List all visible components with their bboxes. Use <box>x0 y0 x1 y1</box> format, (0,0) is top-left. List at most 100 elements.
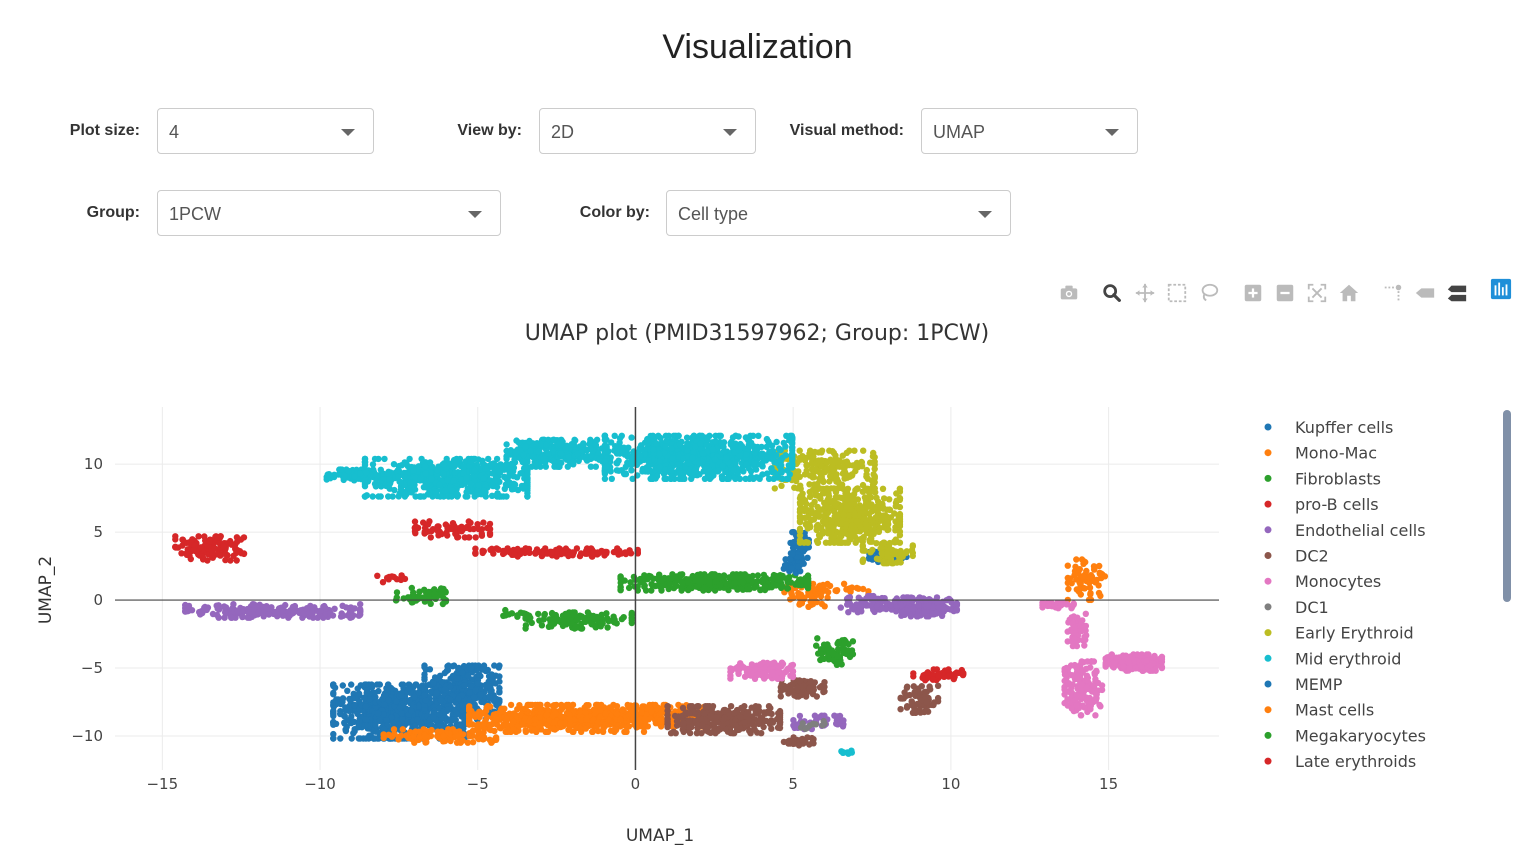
plot-size-select[interactable]: 4 <box>157 108 374 154</box>
data-point <box>790 538 797 546</box>
data-point <box>445 662 452 669</box>
data-point <box>398 692 405 699</box>
data-point <box>380 731 387 738</box>
data-point <box>808 502 815 509</box>
data-point <box>1064 574 1072 582</box>
data-point <box>330 721 337 728</box>
data-point <box>544 550 551 557</box>
data-point <box>466 689 473 696</box>
data-point <box>1088 658 1096 665</box>
data-point <box>639 577 647 584</box>
zoom-out-icon[interactable] <box>1272 280 1298 306</box>
data-point <box>374 710 382 717</box>
data-point <box>679 580 686 587</box>
data-point <box>625 723 633 730</box>
data-point <box>776 707 784 715</box>
data-point <box>308 609 315 617</box>
data-point <box>1068 580 1075 587</box>
visual-method-select[interactable]: UMAP <box>921 108 1138 154</box>
data-point <box>412 728 419 735</box>
data-point <box>680 728 687 736</box>
data-point <box>493 695 500 703</box>
data-point <box>351 728 358 735</box>
hover-compare-icon[interactable] <box>1444 280 1470 306</box>
data-point <box>438 678 445 686</box>
data-point <box>789 551 796 558</box>
data-point <box>1064 696 1071 703</box>
data-point <box>343 704 350 712</box>
data-point <box>396 704 404 712</box>
data-point <box>897 695 904 702</box>
data-point <box>960 669 967 677</box>
data-point <box>431 591 438 598</box>
spike-lines-icon[interactable] <box>1380 280 1406 306</box>
data-point <box>1125 659 1132 666</box>
data-point <box>870 504 878 512</box>
data-point <box>514 545 521 553</box>
data-point <box>495 546 502 553</box>
pan-icon[interactable] <box>1132 280 1158 306</box>
color-by-label: Color by: <box>579 204 650 221</box>
zoom-in-icon[interactable] <box>1240 280 1266 306</box>
data-point <box>290 608 298 616</box>
data-point <box>1069 642 1077 650</box>
data-point <box>563 611 570 619</box>
box-select-icon[interactable] <box>1164 280 1190 306</box>
data-point <box>873 494 880 501</box>
data-point <box>613 703 621 710</box>
data-point <box>1149 667 1156 674</box>
view-by-select[interactable]: 2D <box>539 108 756 154</box>
data-point <box>797 578 804 585</box>
data-point <box>1090 563 1098 570</box>
data-point <box>879 485 887 492</box>
data-point <box>680 720 687 727</box>
camera-icon[interactable] <box>1056 280 1082 306</box>
data-point <box>1073 692 1080 699</box>
color-by-select[interactable]: Cell type <box>666 190 1011 236</box>
data-point <box>605 617 612 625</box>
data-point <box>406 697 413 704</box>
plotly-logo-icon[interactable] <box>1488 276 1514 302</box>
data-point <box>862 496 869 503</box>
data-point <box>542 728 549 735</box>
data-point <box>330 735 337 742</box>
data-point <box>796 527 804 535</box>
zoom-icon[interactable] <box>1099 280 1125 306</box>
data-point <box>1158 655 1166 663</box>
data-point <box>818 525 825 532</box>
data-point <box>798 691 805 699</box>
data-point <box>391 730 398 738</box>
data-point <box>717 581 724 588</box>
data-point <box>820 655 828 663</box>
data-point <box>950 675 957 683</box>
data-point <box>801 497 809 504</box>
data-point <box>198 553 206 560</box>
plot-size-label: Plot size: <box>69 122 140 139</box>
data-point <box>1068 684 1075 691</box>
data-point <box>1063 601 1070 608</box>
data-point <box>537 705 544 712</box>
data-point <box>791 692 798 699</box>
data-point <box>385 696 392 704</box>
data-point <box>866 602 874 609</box>
data-point <box>911 705 918 713</box>
data-point <box>789 673 797 681</box>
hover-closest-icon[interactable] <box>1412 280 1438 306</box>
data-point <box>405 734 412 742</box>
data-point <box>469 727 476 735</box>
data-point <box>479 710 486 717</box>
data-point <box>220 543 227 550</box>
lasso-select-icon[interactable] <box>1196 280 1222 306</box>
autoscale-icon[interactable] <box>1304 280 1330 306</box>
data-point <box>685 710 693 717</box>
data-point <box>638 709 645 716</box>
reset-axes-icon[interactable] <box>1336 280 1362 306</box>
group-select[interactable]: 1PCW <box>157 190 501 236</box>
data-point <box>362 716 370 723</box>
data-point <box>822 539 830 546</box>
data-point <box>623 728 630 735</box>
data-point <box>488 687 495 694</box>
data-point <box>477 691 484 698</box>
data-point <box>480 729 487 736</box>
